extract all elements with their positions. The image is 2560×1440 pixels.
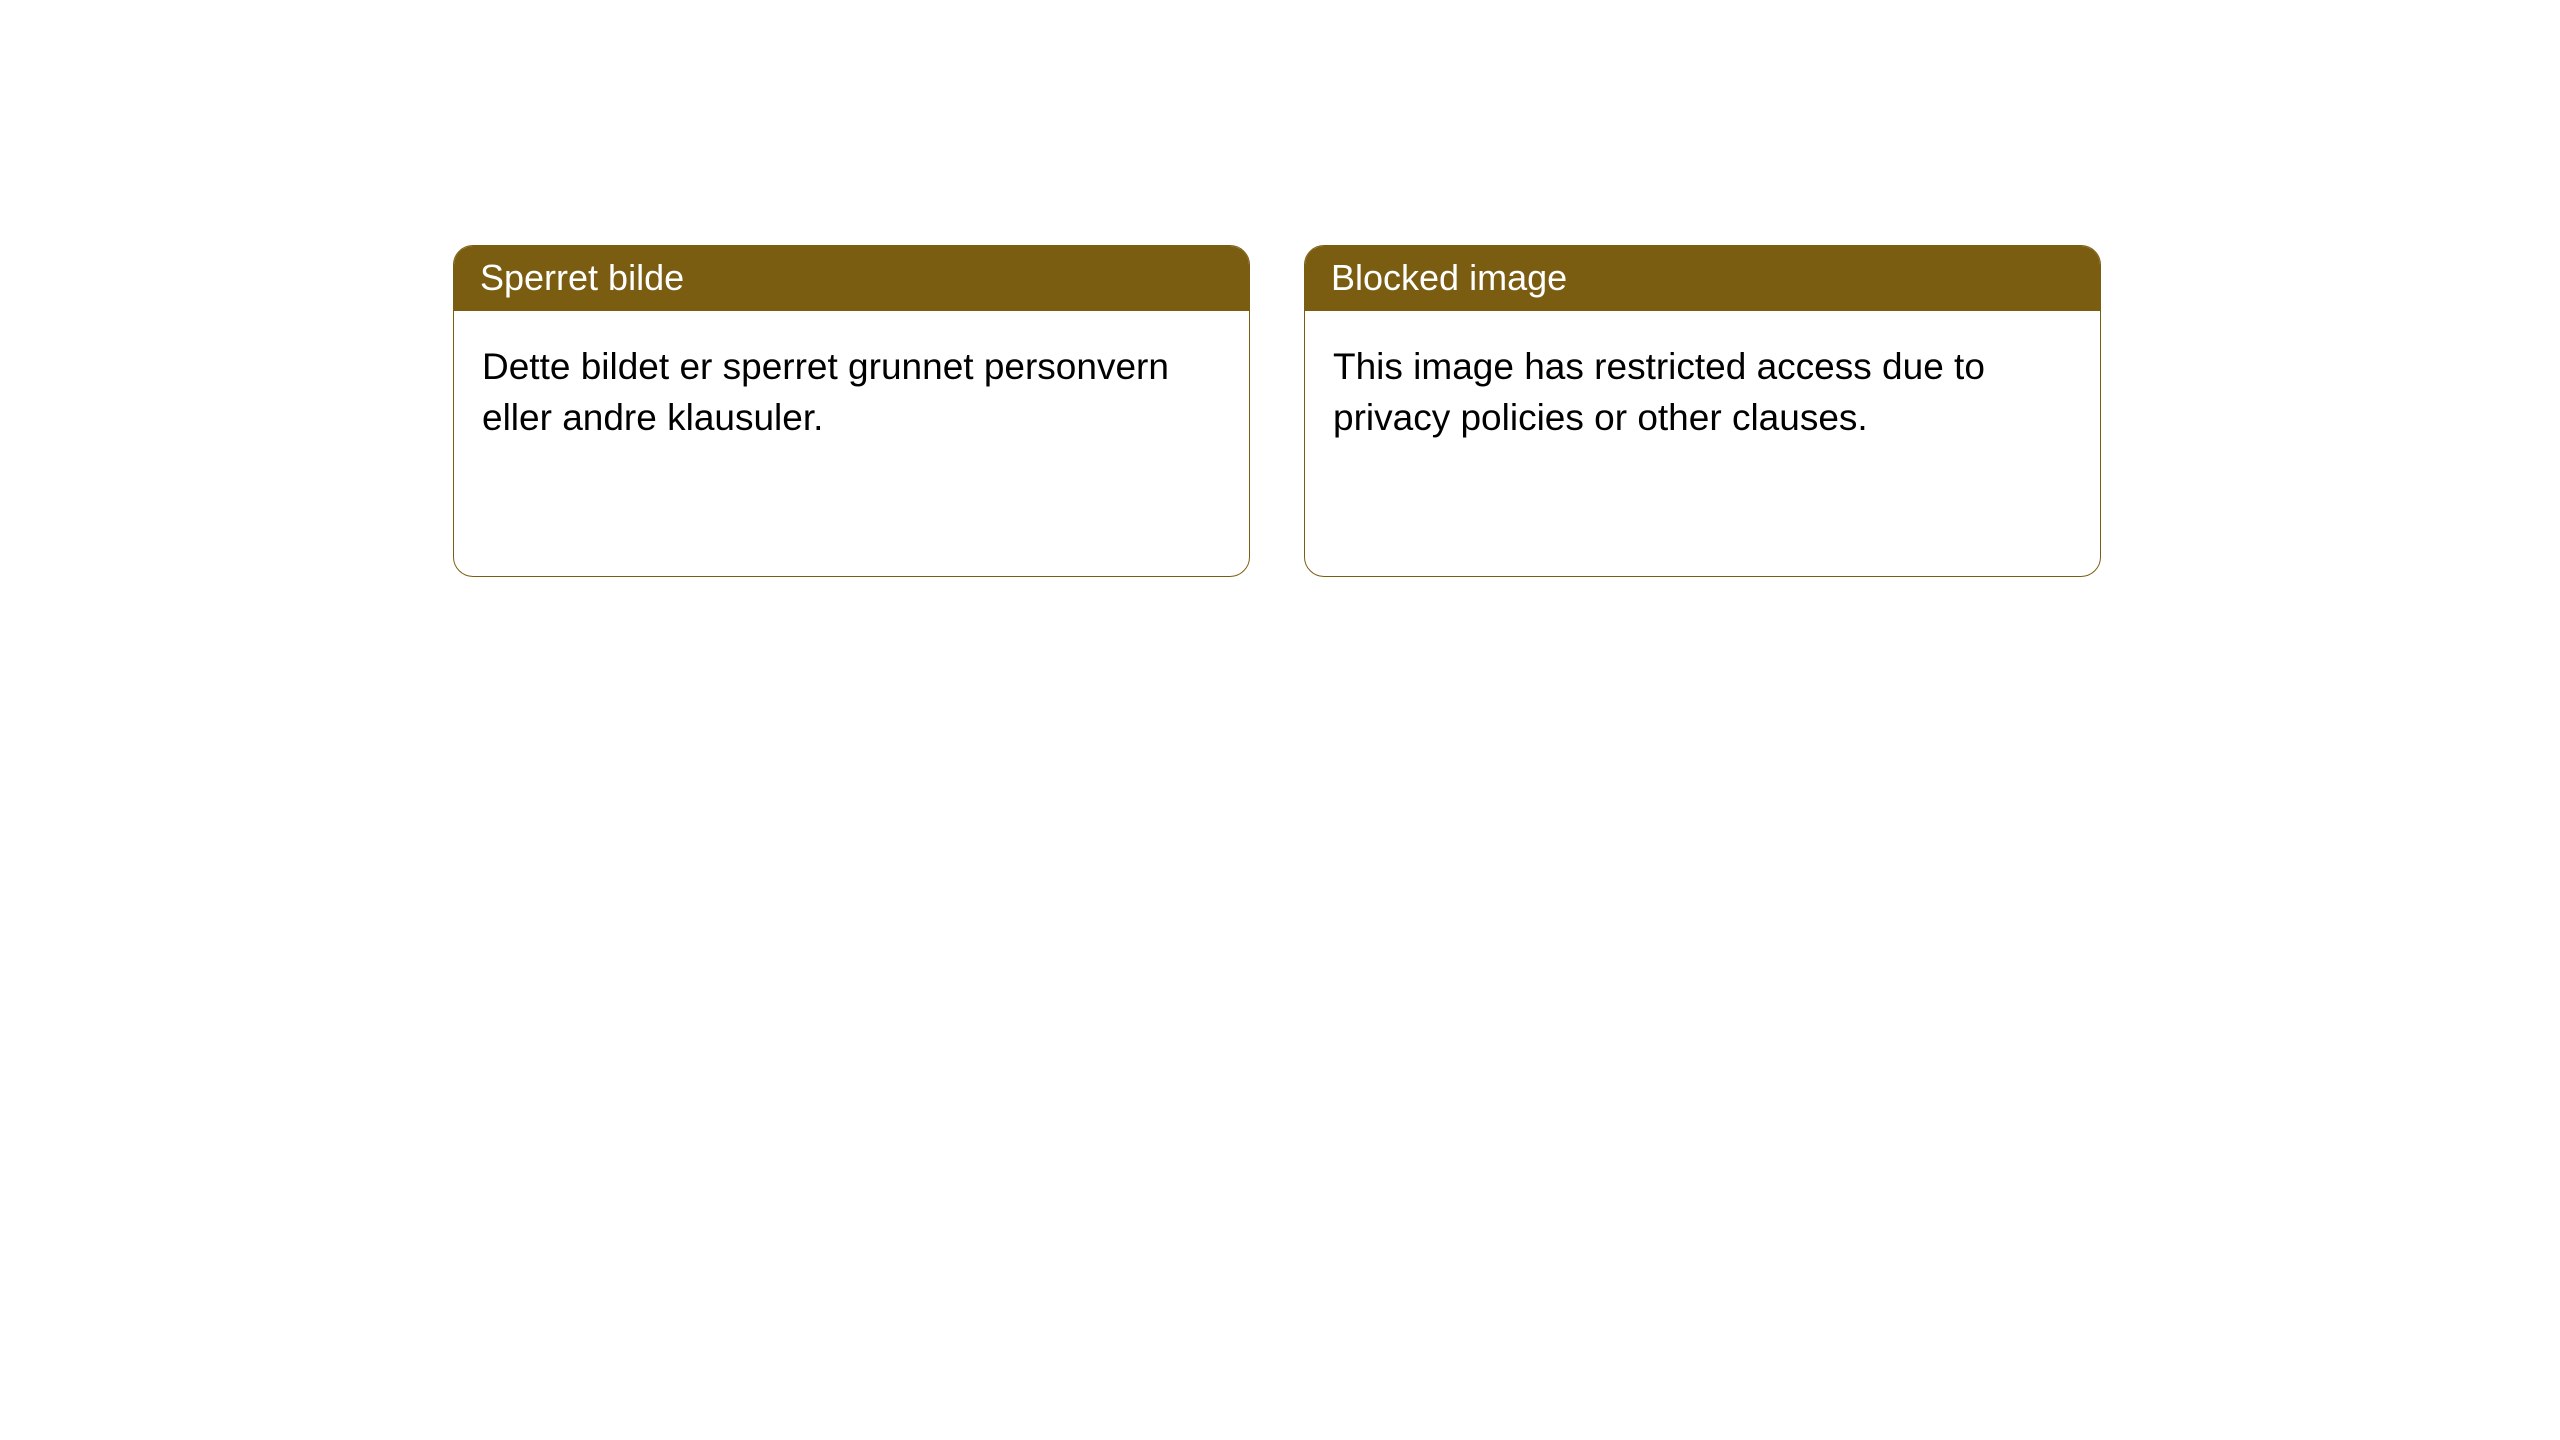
notice-card-norwegian: Sperret bilde Dette bildet er sperret gr… xyxy=(453,245,1250,577)
notice-card-english: Blocked image This image has restricted … xyxy=(1304,245,2101,577)
notice-card-body: Dette bildet er sperret grunnet personve… xyxy=(454,311,1249,474)
notice-card-body: This image has restricted access due to … xyxy=(1305,311,2100,474)
notice-card-title: Sperret bilde xyxy=(454,246,1249,311)
notice-container: Sperret bilde Dette bildet er sperret gr… xyxy=(0,0,2560,577)
notice-card-title: Blocked image xyxy=(1305,246,2100,311)
